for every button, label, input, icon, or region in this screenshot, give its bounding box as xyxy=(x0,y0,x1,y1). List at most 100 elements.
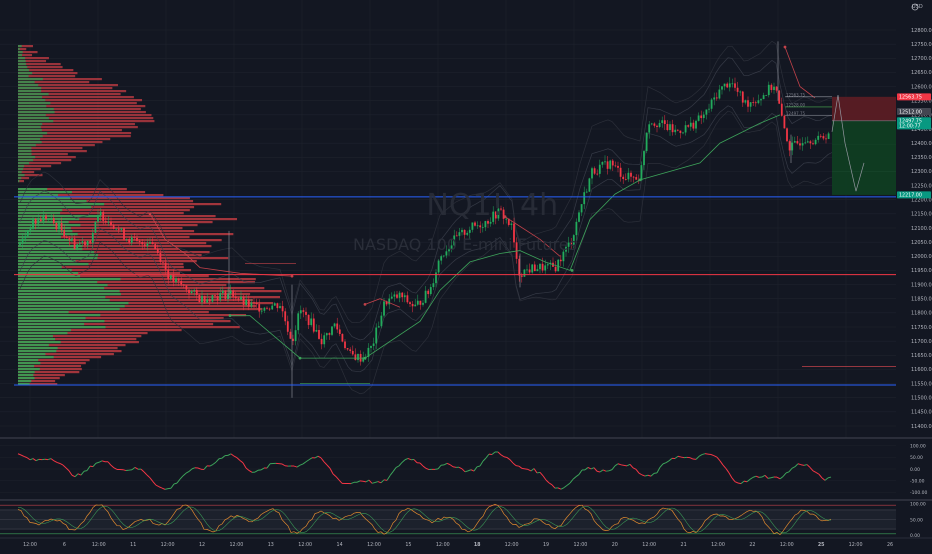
candle-bear[interactable] xyxy=(282,306,284,311)
candle-bear[interactable] xyxy=(63,230,65,237)
candle-bear[interactable] xyxy=(594,168,596,173)
candle-bear[interactable] xyxy=(797,141,799,143)
candle-bear[interactable] xyxy=(789,141,791,150)
candle-bull[interactable] xyxy=(115,229,117,230)
candle-bear[interactable] xyxy=(677,130,679,131)
long-position-tool[interactable] xyxy=(832,95,896,195)
candle-bear[interactable] xyxy=(344,342,346,349)
candle-bear[interactable] xyxy=(102,212,104,221)
candle-bear[interactable] xyxy=(248,300,250,307)
candle-bull[interactable] xyxy=(414,305,416,307)
candle-bull[interactable] xyxy=(435,272,437,283)
candle-bull[interactable] xyxy=(477,225,479,226)
candle-bear[interactable] xyxy=(534,264,536,271)
candle-bull[interactable] xyxy=(108,222,110,223)
candle-bear[interactable] xyxy=(823,136,825,138)
candle-bear[interactable] xyxy=(277,303,279,308)
candle-bull[interactable] xyxy=(602,162,604,165)
candle-bear[interactable] xyxy=(339,329,341,334)
candle-bear[interactable] xyxy=(214,295,216,296)
candle-bull[interactable] xyxy=(708,109,710,110)
candle-bear[interactable] xyxy=(139,241,141,242)
candle-bear[interactable] xyxy=(74,238,76,248)
candle-bull[interactable] xyxy=(240,297,242,300)
candle-bear[interactable] xyxy=(560,260,562,261)
candle-bear[interactable] xyxy=(776,87,778,91)
candle-bear[interactable] xyxy=(225,291,227,299)
candle-bear[interactable] xyxy=(555,267,557,271)
candle-bear[interactable] xyxy=(737,88,739,92)
candle-bull[interactable] xyxy=(326,333,328,335)
candle-bear[interactable] xyxy=(287,321,289,332)
candle-bull[interactable] xyxy=(170,275,172,279)
candle-bull[interactable] xyxy=(264,308,266,311)
candle-bull[interactable] xyxy=(765,95,767,96)
candle-bull[interactable] xyxy=(251,302,253,306)
candle-bear[interactable] xyxy=(742,92,744,103)
candle-bull[interactable] xyxy=(334,324,336,327)
candle-bear[interactable] xyxy=(625,179,627,180)
candle-bear[interactable] xyxy=(700,115,702,118)
candle-bear[interactable] xyxy=(321,339,323,344)
candle-bull[interactable] xyxy=(37,219,39,223)
candle-bull[interactable] xyxy=(482,227,484,228)
candle-bear[interactable] xyxy=(401,293,403,298)
candle-bull[interactable] xyxy=(92,233,94,243)
candle-bull[interactable] xyxy=(373,343,375,346)
candle-bull[interactable] xyxy=(417,301,419,305)
candle-bear[interactable] xyxy=(781,104,783,116)
candle-bull[interactable] xyxy=(399,293,401,298)
candle-bear[interactable] xyxy=(308,315,310,325)
candle-bear[interactable] xyxy=(542,264,544,271)
candle-bull[interactable] xyxy=(721,86,723,89)
candle-bull[interactable] xyxy=(22,239,24,243)
candle-bear[interactable] xyxy=(612,161,614,166)
candle-bull[interactable] xyxy=(97,216,99,222)
candle-bull[interactable] xyxy=(729,83,731,87)
candle-bear[interactable] xyxy=(726,84,728,88)
candle-bull[interactable] xyxy=(739,92,741,93)
candle-bear[interactable] xyxy=(664,120,666,124)
candle-bear[interactable] xyxy=(258,304,260,311)
candle-bull[interactable] xyxy=(425,291,427,303)
candle-bull[interactable] xyxy=(58,223,60,229)
candle-bull[interactable] xyxy=(443,256,445,257)
candle-bull[interactable] xyxy=(357,354,359,360)
candle-bull[interactable] xyxy=(245,300,247,305)
candle-bear[interactable] xyxy=(243,297,245,305)
candle-bear[interactable] xyxy=(622,177,624,179)
candle-bull[interactable] xyxy=(201,296,203,302)
candle-bull[interactable] xyxy=(433,283,435,287)
candle-bull[interactable] xyxy=(191,291,193,293)
position-target-zone[interactable] xyxy=(832,97,896,121)
candle-bear[interactable] xyxy=(45,216,47,220)
candle-bear[interactable] xyxy=(186,285,188,289)
candle-bull[interactable] xyxy=(763,95,765,99)
candle-bull[interactable] xyxy=(609,161,611,169)
candle-bear[interactable] xyxy=(654,124,656,126)
candle-bear[interactable] xyxy=(820,136,822,137)
candle-bull[interactable] xyxy=(30,229,32,231)
candle-bull[interactable] xyxy=(440,256,442,260)
candle-bear[interactable] xyxy=(693,123,695,129)
candle-bull[interactable] xyxy=(32,219,34,229)
candle-bear[interactable] xyxy=(204,296,206,303)
candle-bull[interactable] xyxy=(576,222,578,235)
candle-bear[interactable] xyxy=(136,238,138,241)
candle-bear[interactable] xyxy=(173,275,175,282)
candle-bear[interactable] xyxy=(53,218,55,223)
candle-bear[interactable] xyxy=(342,334,344,342)
candle-bear[interactable] xyxy=(529,269,531,272)
candle-bear[interactable] xyxy=(178,279,180,281)
candle-bear[interactable] xyxy=(162,262,164,263)
candle-bull[interactable] xyxy=(539,264,541,269)
candle-bull[interactable] xyxy=(526,269,528,270)
candle-bull[interactable] xyxy=(713,97,715,99)
candle-bear[interactable] xyxy=(687,125,689,127)
candle-bull[interactable] xyxy=(628,173,630,180)
candle-bear[interactable] xyxy=(313,319,315,332)
candle-bear[interactable] xyxy=(318,330,320,339)
candle-bull[interactable] xyxy=(674,130,676,132)
candle-bull[interactable] xyxy=(760,99,762,100)
